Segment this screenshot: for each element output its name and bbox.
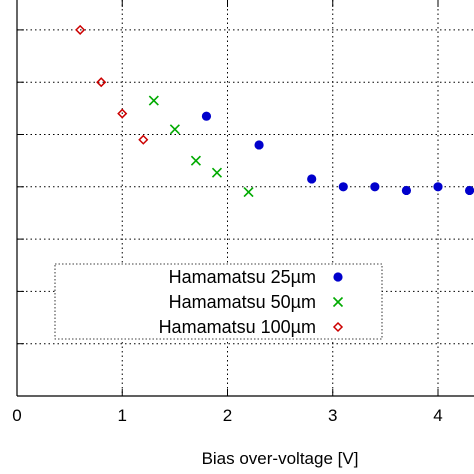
data-point <box>211 167 223 178</box>
data-point <box>169 124 180 135</box>
legend-marker <box>333 272 343 282</box>
x-axis-label: Bias over-voltage [V] <box>202 449 359 468</box>
data-point <box>96 77 107 88</box>
x-tick-label: 4 <box>433 406 442 425</box>
legend-label: Hamamatsu 50µm <box>169 292 316 312</box>
data-point <box>307 174 317 184</box>
x-axis-ticks: 0 1 2 3 4 <box>12 0 443 425</box>
x-tick-label: 3 <box>328 406 337 425</box>
data-point <box>243 186 254 198</box>
x-tick-label: 0 <box>12 406 21 425</box>
legend-box <box>54 263 383 340</box>
data-point <box>254 140 264 150</box>
data-point <box>201 111 212 121</box>
data-point <box>75 24 86 35</box>
data-point <box>190 155 201 166</box>
data-point <box>338 182 348 192</box>
y-axis-ticks <box>17 29 24 345</box>
legend: Hamamatsu 25µm Hamamatsu 50µm Hamamatsu 10… <box>54 263 383 340</box>
data-point <box>433 182 443 192</box>
legend-marker <box>332 296 344 308</box>
data-point <box>117 108 128 119</box>
plot-frame <box>16 0 474 397</box>
data-point <box>464 185 474 196</box>
legend-label: Hamamatsu 100µm <box>159 317 316 337</box>
legend-label: Hamamatsu 25µm <box>169 267 316 287</box>
data-point <box>370 182 380 192</box>
legend-marker <box>332 321 344 333</box>
data-point <box>401 185 412 196</box>
data-point <box>138 134 149 145</box>
data-point <box>148 95 159 106</box>
x-tick-label: 1 <box>118 406 127 425</box>
x-tick-label: 2 <box>223 406 232 425</box>
data-points <box>75 24 474 198</box>
